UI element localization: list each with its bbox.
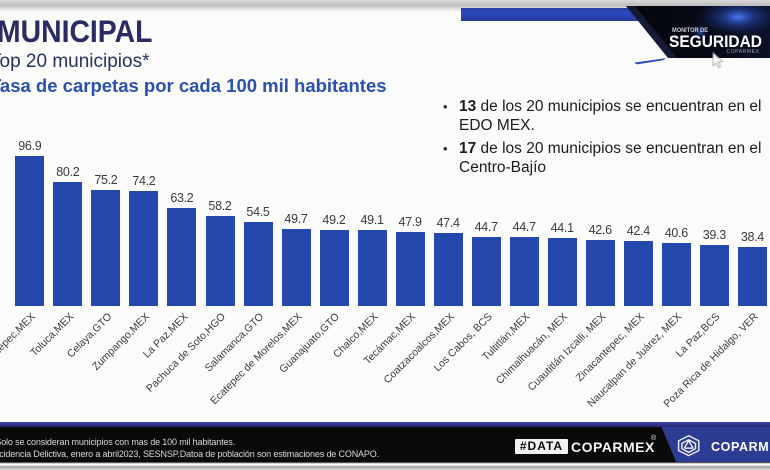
svg-text:SEGURIDAD: SEGURIDAD [669,33,762,51]
svg-text:COPARMEX: COPARMEX [726,49,759,55]
svg-text:MONITOR DE: MONITOR DE [672,27,709,34]
